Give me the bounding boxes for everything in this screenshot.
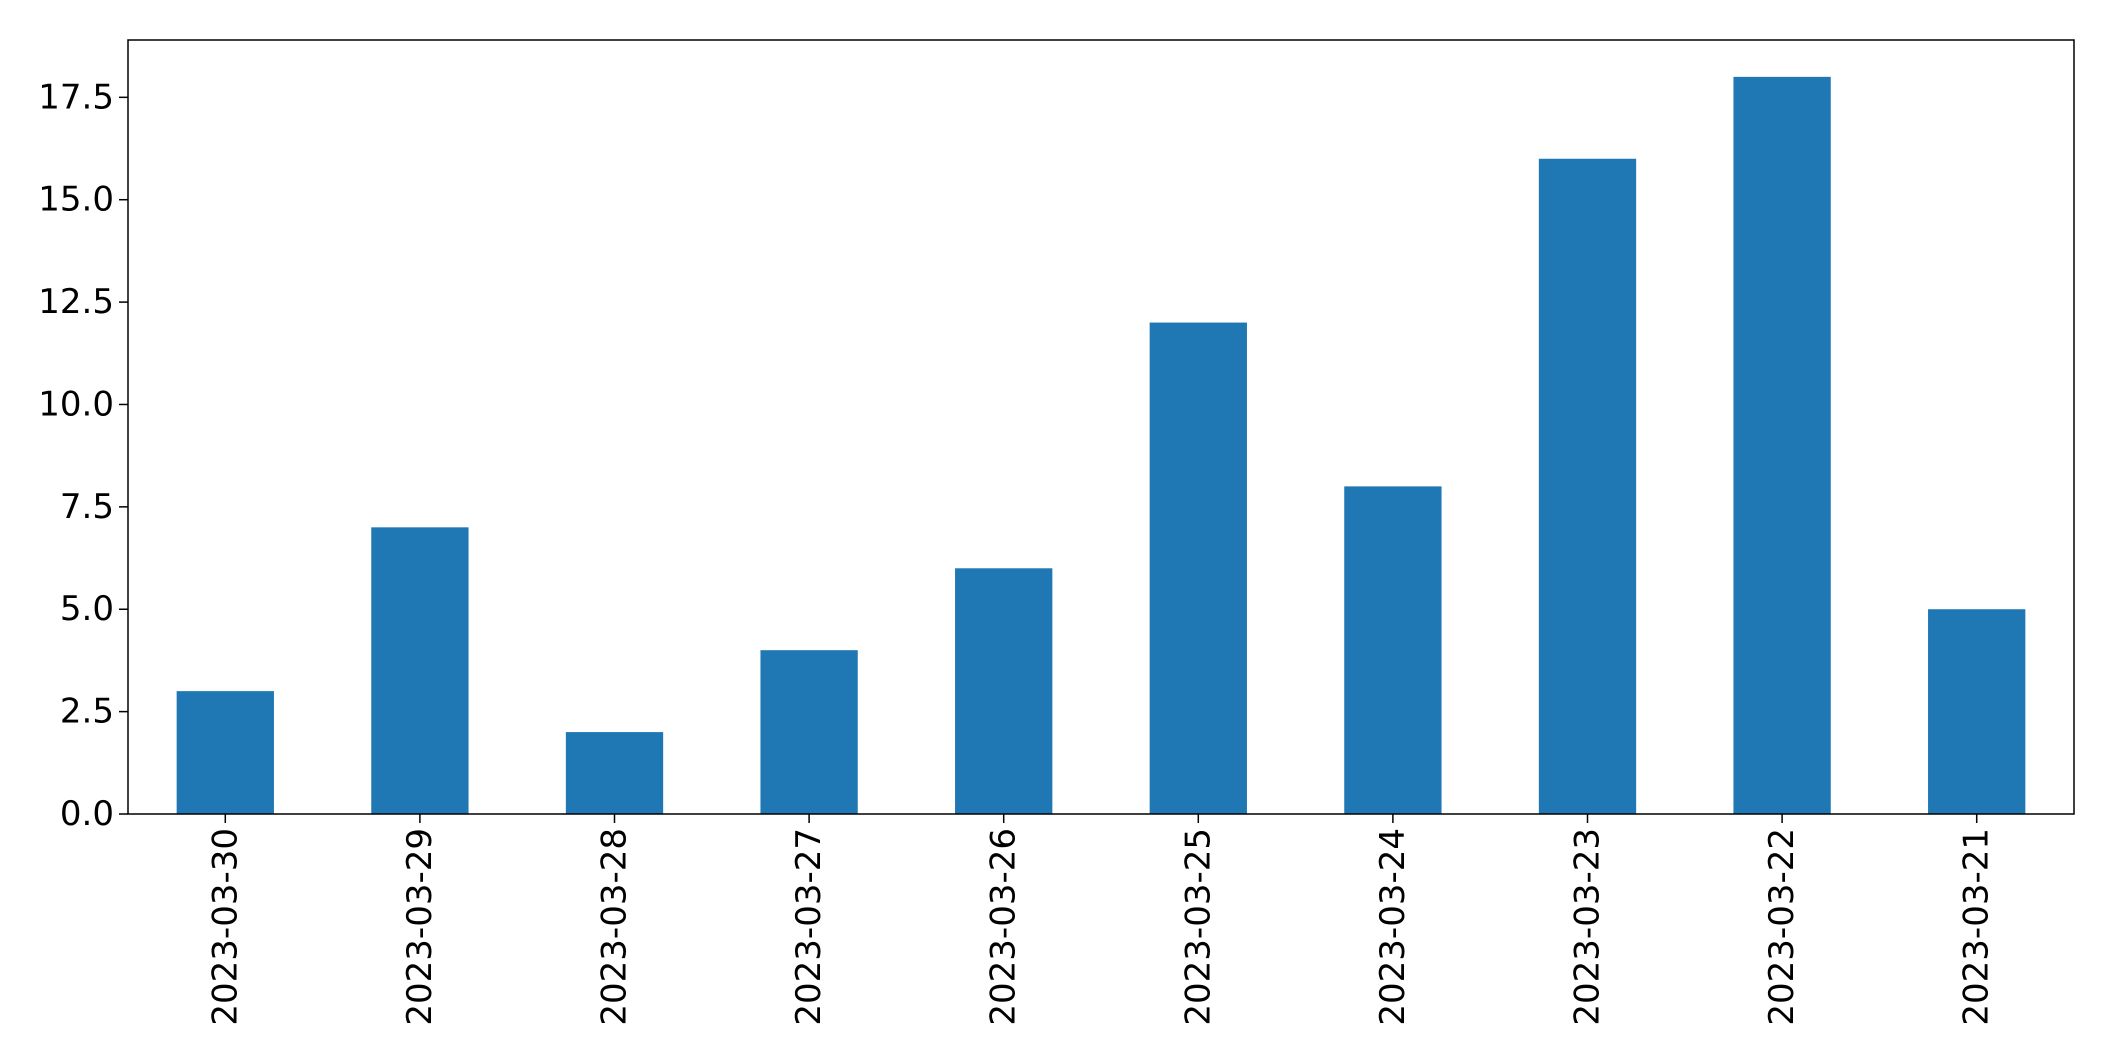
y-tick-label: 7.5 [60,487,114,527]
x-tick-label: 2023-03-21 [1957,828,1997,1026]
bar-2023-03-29 [371,527,469,814]
y-tick-label: 10.0 [38,384,114,424]
bar-2023-03-24 [1344,486,1442,814]
y-tick-label: 17.5 [38,77,114,117]
x-tick-label: 2023-03-27 [789,828,829,1026]
y-tick-label: 0.0 [60,794,114,834]
y-axis: 0.0 2.5 5.0 7.5 10.0 12.5 15.0 17.5 [38,77,128,834]
bar-2023-03-25 [1149,322,1247,814]
bar-2023-03-21 [1928,609,2026,814]
bar-2023-03-23 [1538,158,1637,814]
x-tick-label: 2023-03-23 [1568,828,1608,1026]
x-tick-label: 2023-03-29 [400,828,440,1026]
x-axis: 2023-03-30 2023-03-29 2023-03-28 2023-03-27… [205,814,1997,1026]
bar-2023-03-30 [176,691,274,814]
x-tick-label: 2023-03-28 [595,828,635,1026]
bar-2023-03-26 [955,568,1053,814]
y-tick-label: 2.5 [60,692,114,732]
x-tick-label: 2023-03-25 [1178,828,1218,1026]
bar-2023-03-27 [760,650,858,814]
bar-2023-03-22 [1733,76,1831,815]
plot-frame [127,39,2075,815]
x-tick-label: 2023-03-22 [1762,828,1802,1026]
y-tick-label: 5.0 [60,589,114,629]
x-tick-label: 2023-03-24 [1373,828,1413,1026]
y-tick-label: 12.5 [38,282,114,322]
y-tick-label: 15.0 [38,180,114,220]
bar-group [176,76,2026,815]
x-tick-label: 2023-03-30 [205,828,245,1026]
bar-2023-03-28 [565,732,664,814]
x-tick-label: 2023-03-26 [984,828,1024,1026]
